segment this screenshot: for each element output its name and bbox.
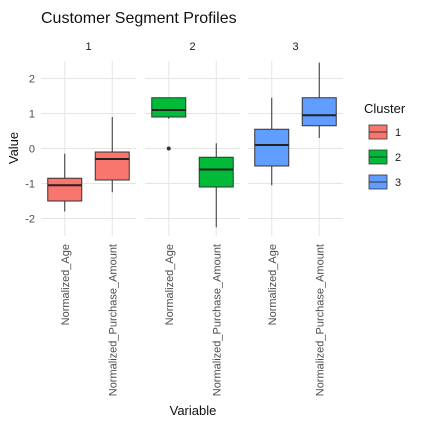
facet-strip-label: 3 — [292, 41, 298, 53]
y-tick-label: 2 — [29, 74, 35, 86]
x-axis-ticks: Normalized_Age Normalized_Purchase_Amount… — [60, 244, 327, 396]
box-body — [198, 156, 234, 188]
facet-strip-label: 1 — [85, 41, 91, 53]
y-axis-title: Value — [6, 132, 21, 164]
x-axis-title: Variable — [170, 403, 217, 418]
chart-title: Customer Segment Profiles — [41, 10, 237, 27]
y-tick-label: -1 — [25, 179, 35, 191]
box-2-normalized-age — [151, 97, 187, 151]
x-tick-label: Normalized_Age — [60, 244, 72, 325]
box-body — [301, 97, 337, 127]
box-body — [151, 97, 187, 118]
legend-item-2: 2 — [368, 149, 401, 165]
y-tick-label: 0 — [29, 144, 35, 156]
box-3-normalized-purchase-amount — [301, 62, 337, 138]
box-3-normalized-age — [254, 97, 290, 186]
x-tick-label: Normalized_Purchase_Amount — [314, 244, 326, 396]
facet-panel-3: 3 — [248, 41, 343, 236]
legend-item-1: 1 — [368, 124, 401, 140]
box-1-normalized-age — [47, 153, 83, 212]
outlier-point — [166, 146, 171, 151]
legend-item-3: 3 — [368, 174, 401, 190]
legend: Cluster 1 2 3 — [364, 101, 406, 190]
y-tick-label: 1 — [29, 109, 35, 121]
facet-panel-2: 2 — [145, 41, 240, 236]
legend-label: 2 — [395, 152, 401, 164]
y-axis-ticks: -2 -1 0 1 2 — [25, 74, 35, 226]
box-body — [254, 128, 290, 167]
facet-panel-1: 1 — [41, 41, 136, 236]
x-tick-label: Normalized_Purchase_Amount — [107, 244, 119, 396]
facet-strip-label: 2 — [189, 41, 195, 53]
facet-panels: 1 2 3 — [41, 41, 343, 236]
box-2-normalized-purchase-amount — [198, 143, 234, 228]
x-tick-label: Normalized_Purchase_Amount — [211, 244, 223, 396]
box-1-normalized-purchase-amount — [94, 117, 130, 193]
box-body — [47, 177, 83, 202]
legend-title: Cluster — [364, 101, 406, 116]
legend-label: 3 — [395, 177, 401, 189]
box-body — [94, 151, 130, 181]
legend-label: 1 — [395, 127, 401, 139]
x-tick-label: Normalized_Age — [164, 244, 176, 325]
x-tick-label: Normalized_Age — [267, 244, 279, 325]
y-tick-label: -2 — [25, 214, 35, 226]
